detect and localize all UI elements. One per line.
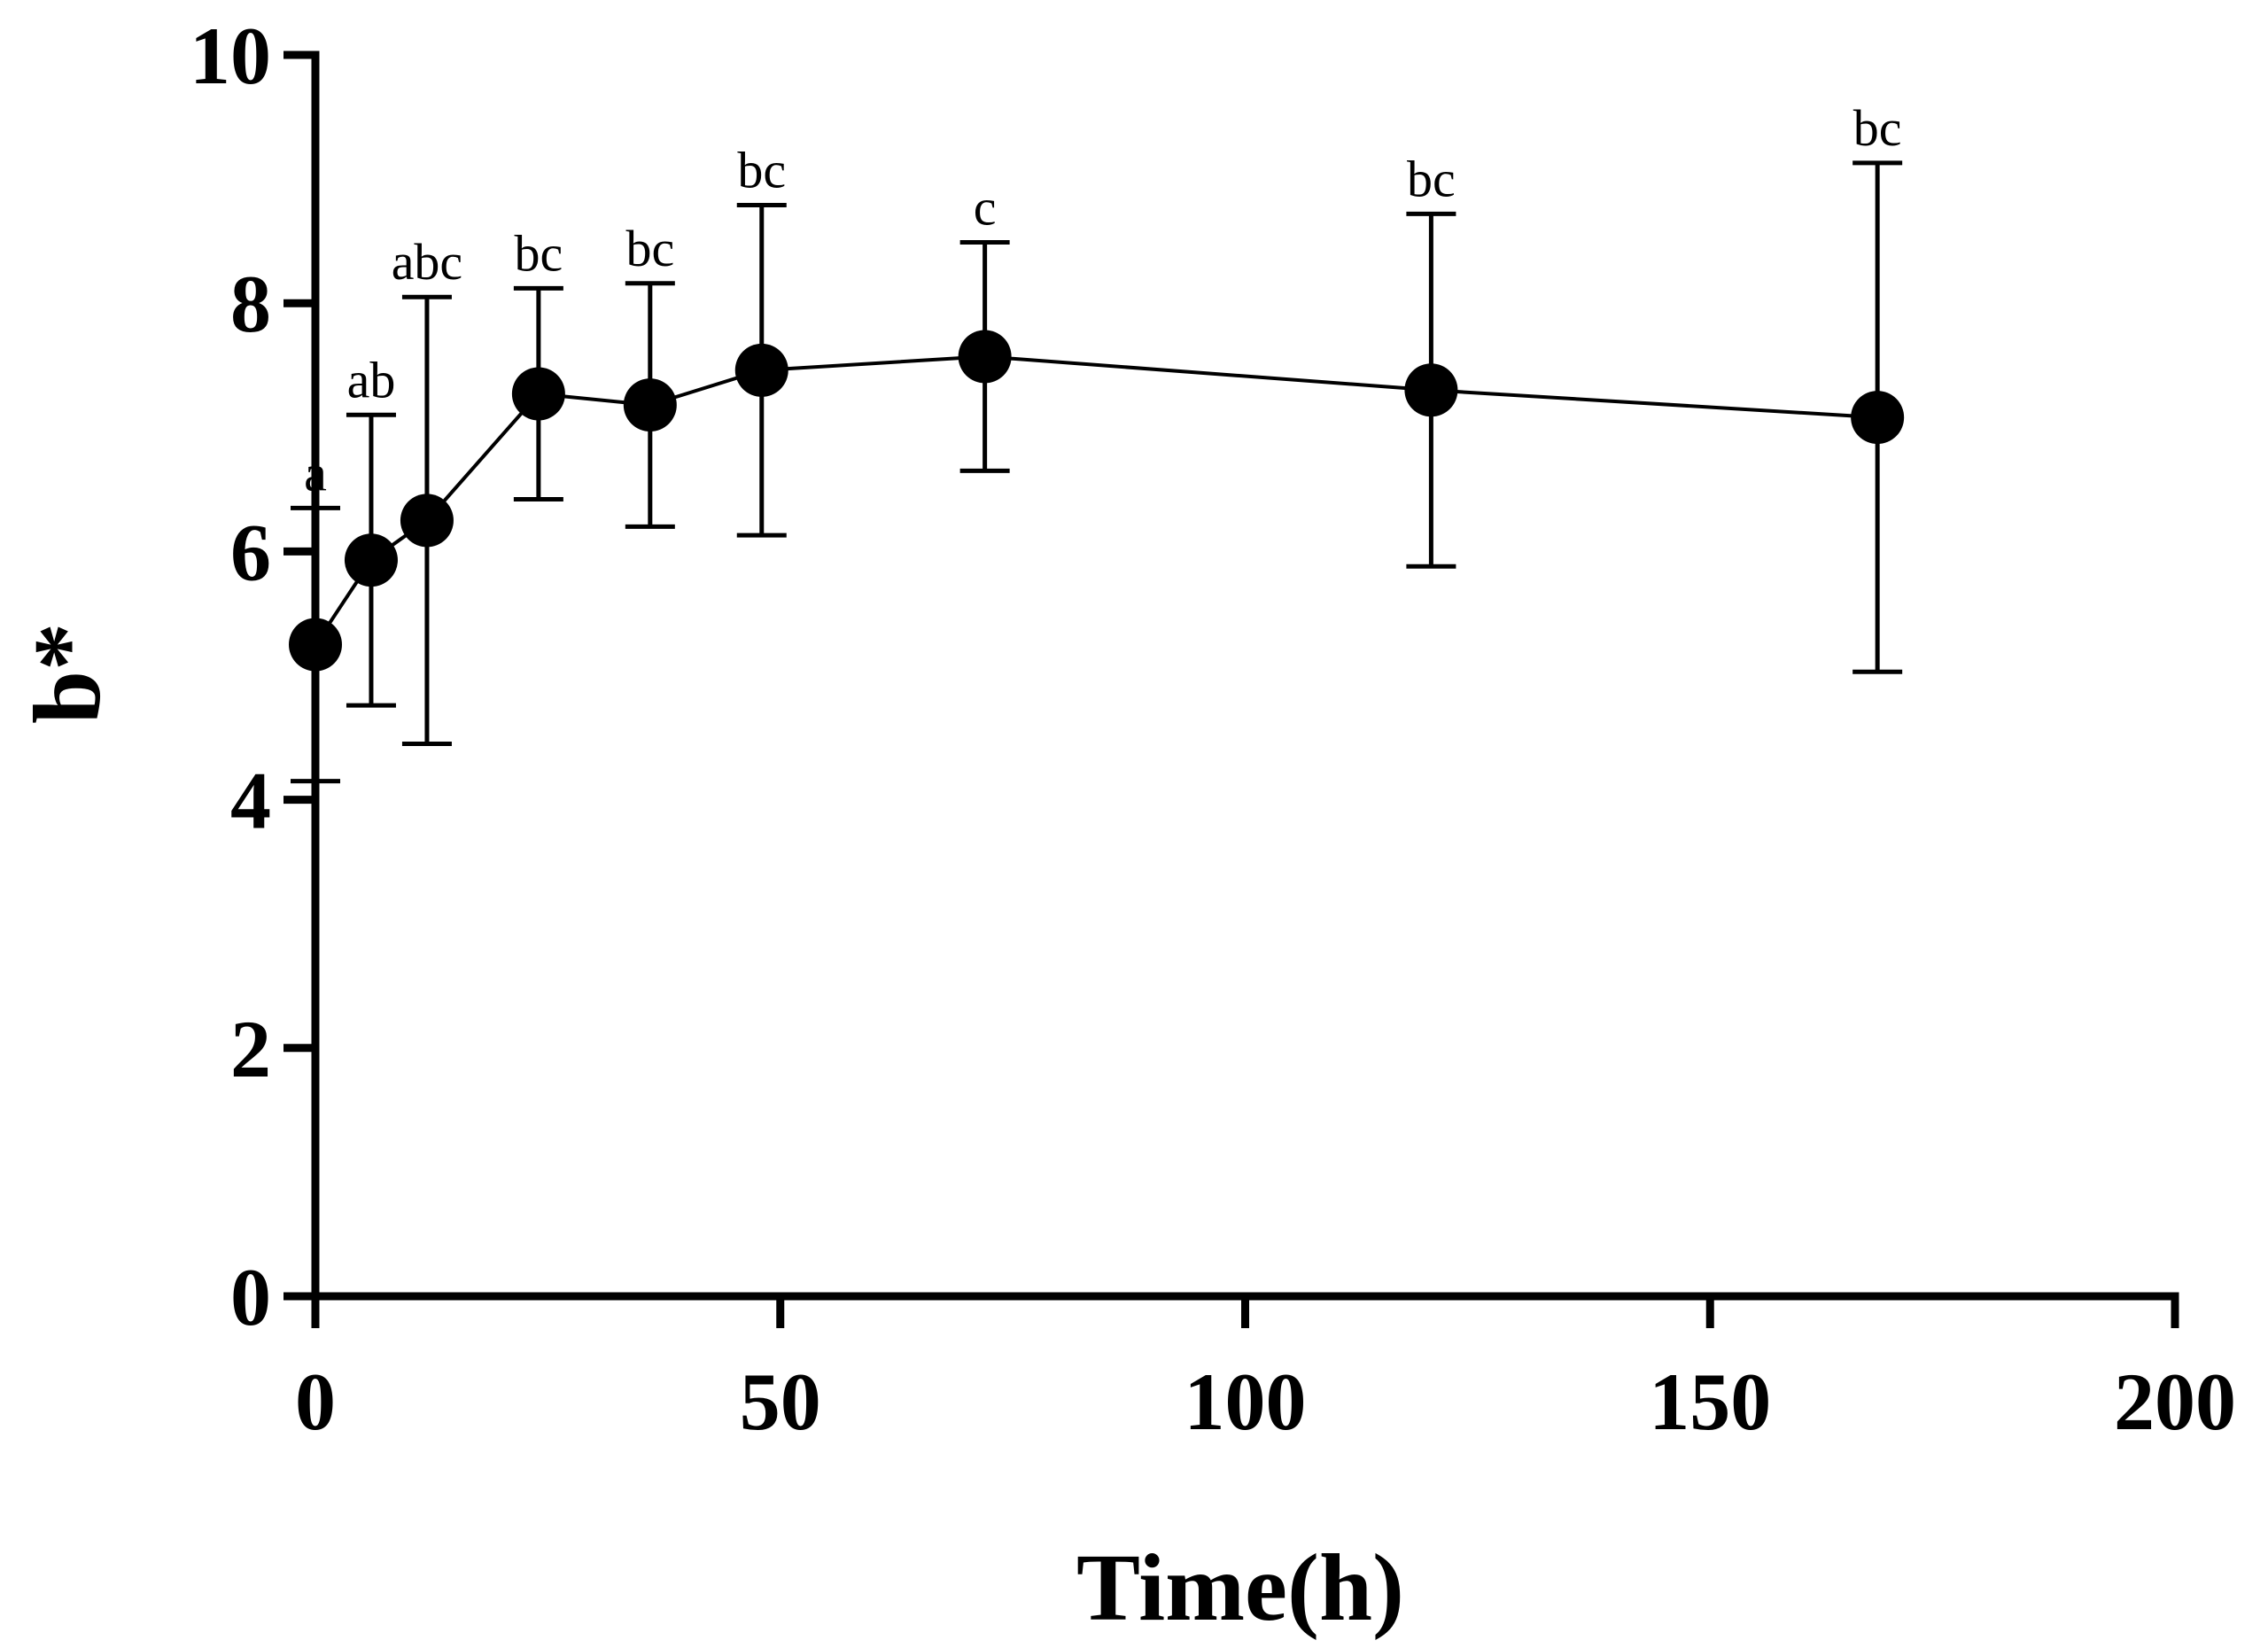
x-tick-label: 50 [740,1356,821,1447]
significance-label: c [974,179,997,237]
x-tick-label: 150 [1649,1356,1771,1447]
x-axis: 0 50 100 150 200 [295,1296,2236,1447]
data-point [1404,363,1457,416]
y-tick-label: 2 [230,1004,271,1094]
x-axis-title: Time(h) [1076,1535,1404,1641]
significance-label: ab [347,351,396,408]
x-tick-label: 0 [295,1356,336,1447]
significance-label: bc [1853,99,1902,157]
chart: aababc bc bcbcc bcbc 0246810 0 50 100 150 200 b… [0,0,2268,1648]
y-axis: 0 2 4 6 8 10 [190,11,315,1342]
data-point [512,367,565,420]
data-point [624,378,677,431]
x-tick-label: 100 [1184,1356,1307,1447]
y-tick-label: 6 [230,507,271,597]
significance-label: bc [737,142,786,199]
significance-label: bc [1407,150,1456,207]
y-tick-label: 0 [230,1252,271,1342]
significance-label: bc [625,220,674,277]
y-axis-title: b* [15,623,120,724]
significance-label: abc [392,233,463,291]
data-point [345,533,398,587]
y-tick-label: 4 [230,756,271,846]
x-tick-label: 200 [2114,1356,2236,1447]
significance-label: bc [515,224,563,282]
data-point [1851,391,1904,444]
data-point [400,494,454,547]
y-tick-label: 8 [230,259,271,349]
data-point [735,344,788,397]
y-tick-label: 10 [190,11,271,101]
data-point [959,330,1012,383]
